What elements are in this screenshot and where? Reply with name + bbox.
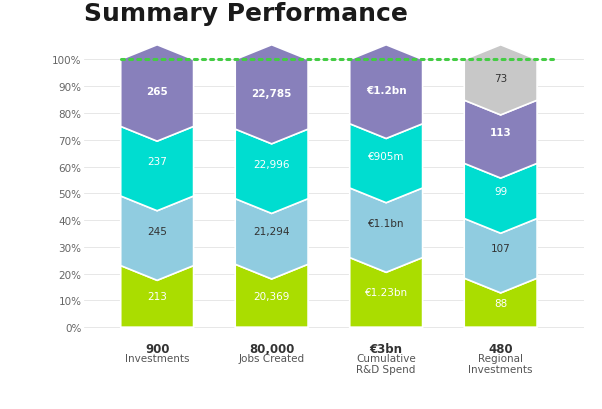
Polygon shape — [121, 46, 194, 142]
Text: Summary Performance: Summary Performance — [84, 2, 408, 26]
Text: Investments: Investments — [125, 353, 190, 363]
Text: €1.1bn: €1.1bn — [368, 218, 405, 228]
Text: Cumulative
R&D Spend: Cumulative R&D Spend — [356, 353, 416, 374]
Text: €3bn: €3bn — [370, 342, 403, 355]
Text: 900: 900 — [145, 342, 169, 355]
Text: Jobs Created: Jobs Created — [238, 353, 305, 363]
Text: 107: 107 — [491, 244, 510, 254]
Polygon shape — [235, 265, 308, 327]
Polygon shape — [350, 124, 423, 203]
Text: 480: 480 — [488, 342, 513, 355]
Text: €1.23bn: €1.23bn — [365, 288, 408, 298]
Text: 265: 265 — [146, 87, 168, 97]
Polygon shape — [464, 219, 537, 293]
Polygon shape — [121, 127, 194, 211]
Polygon shape — [464, 164, 537, 234]
Polygon shape — [121, 266, 194, 327]
Polygon shape — [350, 46, 423, 139]
Text: €1.2bn: €1.2bn — [366, 86, 406, 96]
Polygon shape — [235, 46, 308, 144]
Polygon shape — [464, 46, 537, 116]
Text: 88: 88 — [494, 298, 507, 308]
Polygon shape — [464, 279, 537, 327]
Polygon shape — [350, 258, 423, 327]
Text: 99: 99 — [494, 187, 507, 196]
Polygon shape — [121, 196, 194, 281]
Polygon shape — [235, 199, 308, 279]
Text: 80,000: 80,000 — [249, 342, 294, 355]
Text: Regional
Investments: Regional Investments — [468, 353, 533, 374]
Text: 237: 237 — [147, 157, 167, 167]
Text: 245: 245 — [147, 226, 167, 236]
Polygon shape — [350, 189, 423, 273]
Text: 113: 113 — [490, 128, 512, 137]
Text: 22,996: 22,996 — [253, 160, 290, 169]
Text: 20,369: 20,369 — [253, 291, 290, 301]
Polygon shape — [235, 130, 308, 214]
Text: 21,294: 21,294 — [253, 227, 290, 237]
Text: €905m: €905m — [368, 151, 405, 162]
Text: 22,785: 22,785 — [252, 89, 292, 99]
Text: 73: 73 — [494, 74, 507, 84]
Text: 213: 213 — [147, 292, 167, 302]
Polygon shape — [464, 101, 537, 179]
